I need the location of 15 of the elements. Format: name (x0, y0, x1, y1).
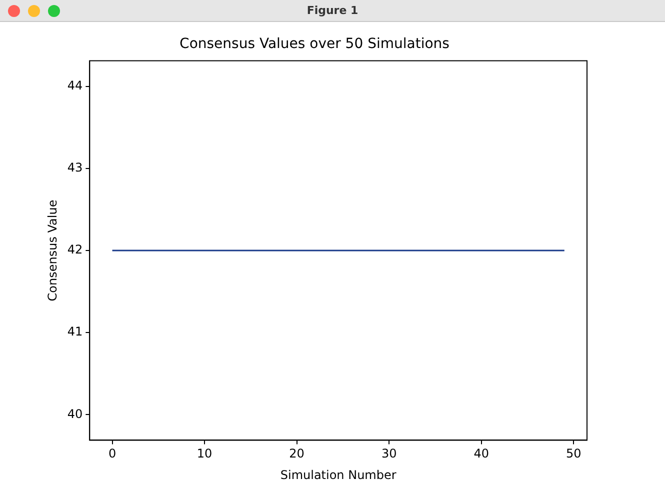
chart-title: Consensus Values over 50 Simulations (180, 36, 450, 52)
y-axis-title: Consensus Value (45, 200, 60, 302)
caption: Figure 1 (306, 4, 360, 17)
y-tick-label: 44 (67, 78, 83, 92)
y-tick-label: 43 (67, 160, 83, 175)
x-tick-label: 10 (196, 446, 212, 461)
x-tick-label: 30 (381, 446, 397, 461)
x-tick-label: 20 (289, 446, 304, 461)
x-tick-label: 50 (566, 446, 582, 461)
y-tick-label: 42 (67, 242, 83, 257)
y-tick-label: 41 (67, 324, 83, 339)
y-tick-label: 40 (67, 406, 83, 421)
x-tick-label: 40 (474, 446, 489, 461)
x-tick-label: 0 (108, 446, 116, 461)
x-axis-title: Simulation Number (280, 468, 396, 482)
